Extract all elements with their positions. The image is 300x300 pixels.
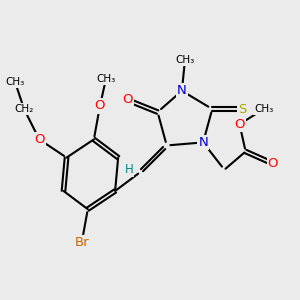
Text: O: O — [95, 100, 105, 112]
Text: N: N — [198, 136, 208, 149]
Text: CH₃: CH₃ — [5, 77, 25, 87]
Text: CH₂: CH₂ — [14, 104, 34, 114]
Text: O: O — [268, 157, 278, 170]
Text: O: O — [234, 118, 245, 131]
Text: Br: Br — [74, 236, 89, 249]
Text: O: O — [122, 93, 133, 106]
Text: CH₃: CH₃ — [175, 56, 194, 65]
Text: H: H — [124, 163, 133, 176]
Text: O: O — [34, 133, 44, 146]
Text: N: N — [177, 84, 187, 97]
Text: CH₃: CH₃ — [96, 74, 116, 84]
Text: CH₃: CH₃ — [254, 104, 274, 114]
Text: S: S — [238, 103, 247, 116]
